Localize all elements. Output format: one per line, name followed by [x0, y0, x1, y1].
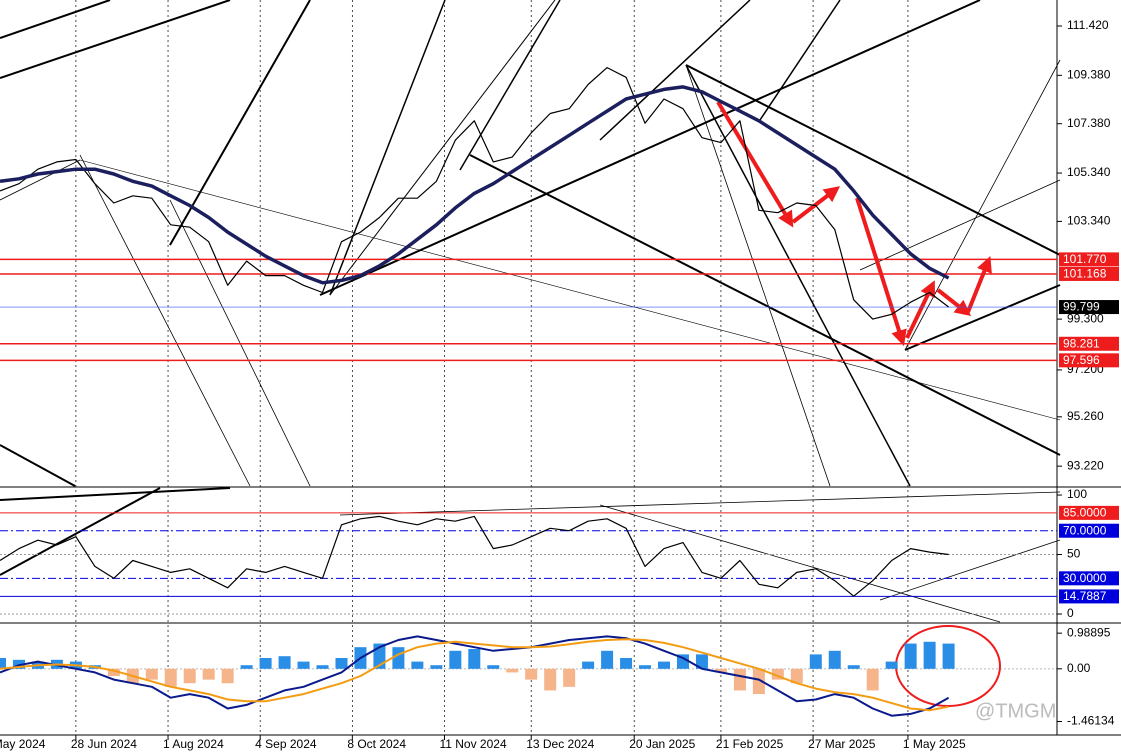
- x-tick-label: 4 Sep 2024: [255, 737, 317, 751]
- level-label: 70.0000: [1063, 523, 1107, 537]
- level-label: 101.770: [1063, 252, 1107, 266]
- level-label: 30.0000: [1063, 571, 1107, 585]
- histogram-bar: [714, 668, 727, 673]
- x-tick-label: 1 May 2025: [903, 737, 966, 751]
- histogram-bar: [316, 665, 329, 669]
- histogram-bar: [468, 648, 481, 669]
- histogram-bar: [449, 650, 462, 669]
- histogram-bar: [601, 650, 614, 669]
- y-tick-label: 103.340: [1067, 214, 1111, 228]
- y-tick-label: 93.220: [1067, 458, 1104, 472]
- histogram-bar: [790, 668, 803, 684]
- y-tick-label: 50: [1067, 547, 1081, 561]
- histogram-bar: [563, 668, 576, 687]
- series-line: [0, 638, 949, 712]
- y-tick-label: 100: [1067, 487, 1087, 501]
- histogram-bar: [145, 668, 158, 680]
- histogram-bar: [676, 654, 689, 669]
- level-label: 14.7887: [1063, 589, 1107, 603]
- level-label-box: [1059, 266, 1119, 281]
- level-label-box: [1059, 336, 1119, 351]
- y-tick-label: 107.380: [1067, 116, 1111, 130]
- level-label: 97.596: [1063, 353, 1100, 367]
- histogram-bar: [658, 661, 671, 669]
- y-tick-label: 0.00: [1067, 661, 1091, 675]
- series-line: [0, 635, 950, 717]
- level-label-box: [1059, 589, 1119, 604]
- histogram-bar: [392, 647, 405, 669]
- histogram-bar: [695, 654, 708, 669]
- x-tick-label: 21 Feb 2025: [716, 737, 784, 751]
- level-label-box: [1059, 252, 1119, 267]
- y-tick-label: 99.300: [1067, 311, 1104, 325]
- histogram-bar: [221, 668, 234, 684]
- histogram-bar: [335, 657, 348, 669]
- y-tick-label: 105.340: [1067, 165, 1111, 179]
- histogram-bar: [544, 668, 557, 691]
- y-tick-label: 0: [1067, 606, 1074, 620]
- histogram-bar: [752, 668, 765, 695]
- drawn-arrows: [716, 100, 992, 347]
- histogram-bar: [259, 657, 272, 669]
- x-tick-label: 28 Jun 2024: [71, 737, 137, 751]
- histogram-bar: [487, 665, 500, 669]
- histogram-bar: [183, 668, 196, 684]
- histogram-bar: [525, 668, 538, 680]
- histogram-bar: [430, 665, 443, 669]
- histogram-bar: [164, 668, 177, 687]
- y-tick-label: 0.98895: [1067, 625, 1111, 639]
- y-tick-label: 109.380: [1067, 68, 1111, 82]
- level-label: 101.168: [1063, 267, 1107, 281]
- histogram-bar: [202, 668, 215, 680]
- y-tick-label: 111.420: [1067, 18, 1109, 32]
- series-line: [0, 85, 950, 285]
- x-tick-label: 11 Nov 2024: [439, 737, 506, 751]
- trend-lines: [0, 0, 1061, 735]
- x-tick-label: 1 Aug 2024: [163, 737, 224, 751]
- y-tick-label: 95.260: [1067, 409, 1104, 423]
- level-label-box: [1059, 300, 1119, 315]
- histogram-bar: [0, 657, 6, 669]
- histogram-bar: [828, 650, 841, 669]
- x-tick-label: 27 Mar 2025: [808, 737, 876, 751]
- series-line: [0, 515, 949, 597]
- level-label-box: [1059, 353, 1119, 368]
- level-label-box: [1059, 571, 1119, 586]
- level-label: 98.281: [1063, 336, 1100, 350]
- histogram-bar: [639, 665, 652, 669]
- x-tick-label: 8 Oct 2024: [347, 737, 406, 751]
- histogram-bar: [240, 665, 253, 669]
- histogram-bar: [904, 643, 917, 669]
- histogram-bar: [733, 668, 746, 691]
- histogram-bar: [942, 643, 955, 669]
- histogram-bar: [923, 641, 936, 669]
- histogram-bar: [809, 654, 822, 669]
- histogram-bar: [506, 668, 519, 673]
- histogram-bar: [866, 668, 879, 691]
- watermark: @TMGM: [975, 700, 1056, 722]
- x-tick-label: 13 Dec 2024: [526, 737, 594, 751]
- histogram-bar: [771, 668, 784, 680]
- level-label: 99.799: [1063, 300, 1100, 314]
- x-tick-label: 24 May 2024: [0, 737, 46, 751]
- level-label: 85.0000: [1063, 506, 1107, 520]
- histogram-bar: [847, 665, 860, 669]
- level-label-box: [1059, 523, 1119, 538]
- histogram-bar: [107, 668, 120, 677]
- level-label-box: [1059, 505, 1119, 520]
- histogram-bar: [620, 657, 633, 669]
- histogram-bar: [278, 656, 291, 669]
- x-tick-label: 20 Jan 2025: [629, 737, 695, 751]
- histogram-bar: [297, 661, 310, 669]
- histogram-bar: [582, 661, 595, 669]
- y-tick-label: -1.46134: [1067, 714, 1115, 728]
- histogram-bar: [411, 661, 424, 669]
- histogram-bar: [885, 661, 898, 669]
- series-line: [0, 67, 949, 320]
